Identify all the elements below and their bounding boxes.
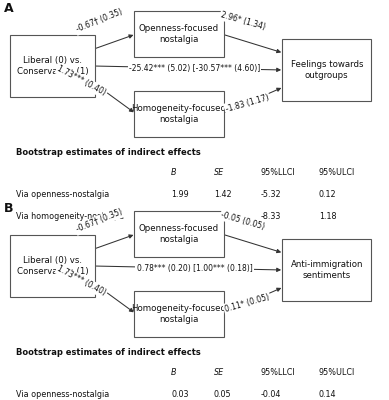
Text: 2.96* (1.34): 2.96* (1.34): [220, 10, 266, 32]
Text: Homogeneity-focused
nostalgia: Homogeneity-focused nostalgia: [131, 304, 226, 324]
FancyBboxPatch shape: [134, 91, 224, 137]
Text: SE: SE: [214, 368, 224, 377]
Text: Via openness-nostalgia: Via openness-nostalgia: [16, 190, 109, 199]
FancyBboxPatch shape: [134, 211, 224, 257]
Text: 95%LLCI: 95%LLCI: [261, 368, 295, 377]
Text: 1.42: 1.42: [214, 190, 231, 199]
Text: 95%ULCI: 95%ULCI: [319, 168, 355, 177]
Text: 95%ULCI: 95%ULCI: [319, 368, 355, 377]
Text: 95%LLCI: 95%LLCI: [261, 168, 295, 177]
Text: 0.03: 0.03: [171, 390, 189, 399]
Text: Openness-focused
nostalgia: Openness-focused nostalgia: [139, 24, 219, 44]
Text: -0.04: -0.04: [261, 390, 281, 399]
Text: Bootstrap estimates of indirect effects: Bootstrap estimates of indirect effects: [16, 148, 200, 157]
Text: -0.67† (0.35): -0.67† (0.35): [75, 208, 124, 234]
Text: A: A: [4, 2, 14, 15]
Text: 1.99: 1.99: [171, 190, 189, 199]
Text: -25.42*** (5.02) [-30.57*** (4.60)]: -25.42*** (5.02) [-30.57*** (4.60)]: [129, 64, 260, 74]
FancyBboxPatch shape: [10, 35, 95, 97]
Text: B: B: [171, 368, 177, 377]
FancyBboxPatch shape: [282, 239, 371, 301]
Text: 0.14: 0.14: [319, 390, 336, 399]
Text: Homogeneity-focused
nostalgia: Homogeneity-focused nostalgia: [131, 104, 226, 124]
Text: -0.05 (0.05): -0.05 (0.05): [220, 210, 266, 232]
Text: Bootstrap estimates of indirect effects: Bootstrap estimates of indirect effects: [16, 348, 200, 357]
Text: B: B: [171, 168, 177, 177]
Text: 0.11* (0.05): 0.11* (0.05): [224, 292, 270, 314]
Text: 1.73*** (0.40): 1.73*** (0.40): [56, 264, 108, 298]
Text: SE: SE: [214, 168, 224, 177]
Text: 2.39: 2.39: [214, 212, 232, 221]
Text: Liberal (0) vs.
Conservative (1): Liberal (0) vs. Conservative (1): [17, 56, 88, 76]
Text: 1.18: 1.18: [319, 212, 336, 221]
Text: 1.73*** (0.40): 1.73*** (0.40): [56, 64, 108, 98]
FancyBboxPatch shape: [134, 11, 224, 57]
Text: -1.83 (1.17): -1.83 (1.17): [224, 92, 270, 114]
Text: Anti-immigration
sentiments: Anti-immigration sentiments: [291, 260, 363, 280]
Text: Feelings towards
outgroups: Feelings towards outgroups: [291, 60, 363, 80]
FancyBboxPatch shape: [134, 291, 224, 337]
Text: Liberal (0) vs.
Conservative (1): Liberal (0) vs. Conservative (1): [17, 256, 88, 276]
Text: Via openness-nostalgia: Via openness-nostalgia: [16, 390, 109, 399]
Text: 0.78*** (0.20) [1.00*** (0.18)]: 0.78*** (0.20) [1.00*** (0.18)]: [137, 264, 252, 274]
FancyBboxPatch shape: [10, 235, 95, 297]
Text: Via homogeneity-nostalgia: Via homogeneity-nostalgia: [16, 212, 124, 221]
Text: B: B: [4, 202, 13, 215]
Text: 0.05: 0.05: [214, 390, 231, 399]
Text: -3.16: -3.16: [171, 212, 191, 221]
FancyBboxPatch shape: [282, 39, 371, 101]
Text: -5.32: -5.32: [261, 190, 281, 199]
Text: -0.67† (0.35): -0.67† (0.35): [75, 8, 124, 34]
Text: 0.12: 0.12: [319, 190, 336, 199]
Text: -8.33: -8.33: [261, 212, 281, 221]
Text: Openness-focused
nostalgia: Openness-focused nostalgia: [139, 224, 219, 244]
